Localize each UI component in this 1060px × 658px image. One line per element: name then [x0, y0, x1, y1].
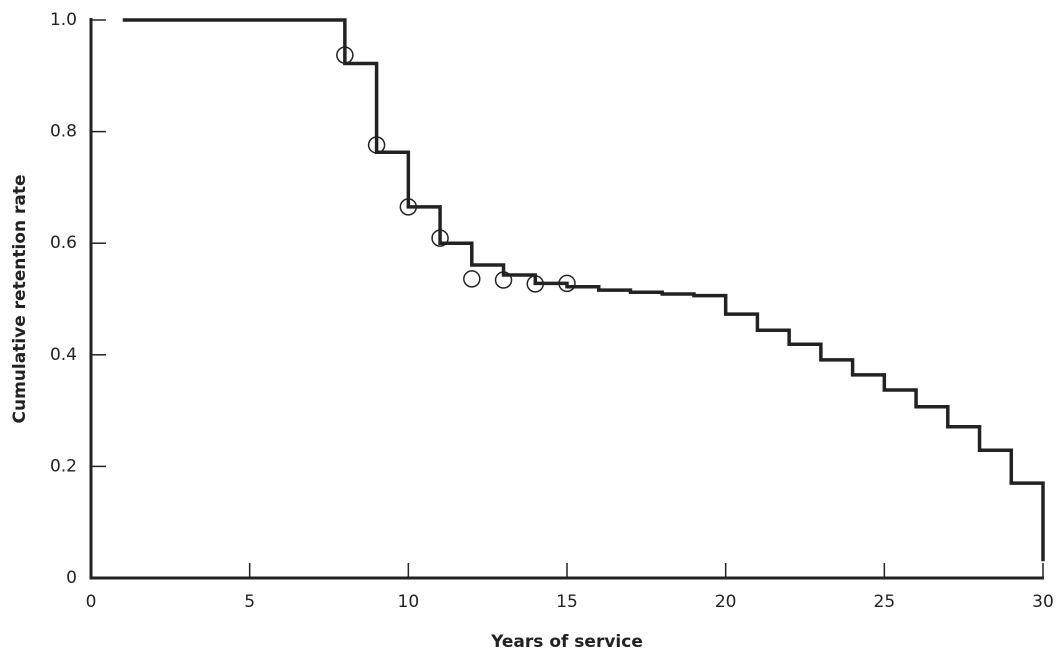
y-tick-label: 0: [66, 568, 77, 588]
censored-marker: [431, 229, 449, 247]
censored-marker: [494, 271, 513, 289]
y-tick-label: 1.0: [50, 10, 77, 30]
x-tick-label: 5: [244, 592, 255, 612]
x-tick-label: 10: [398, 592, 420, 612]
y-tick-label: 0.4: [50, 345, 77, 365]
x-tick-label: 20: [715, 592, 737, 612]
x-tick-label: 25: [874, 592, 896, 612]
y-tick-label: 0.8: [50, 122, 77, 142]
x-tick-label: 30: [1032, 592, 1054, 612]
y-axis-label: Cumulative retention rate: [10, 174, 30, 423]
step-line: [122, 18, 1045, 562]
censored-marker: [558, 274, 576, 293]
x-tick-label: 0: [86, 592, 97, 612]
censored-marker: [463, 270, 481, 288]
censored-marker: [367, 136, 386, 154]
y-tick-label: 0.2: [50, 456, 77, 476]
censored-marker: [336, 46, 354, 64]
censored-marker: [399, 198, 418, 216]
y-tick-label: 0.6: [50, 233, 77, 253]
x-tick-label: 15: [556, 592, 578, 612]
censored-marker: [526, 275, 545, 293]
x-axis-label: Years of service: [490, 632, 643, 652]
